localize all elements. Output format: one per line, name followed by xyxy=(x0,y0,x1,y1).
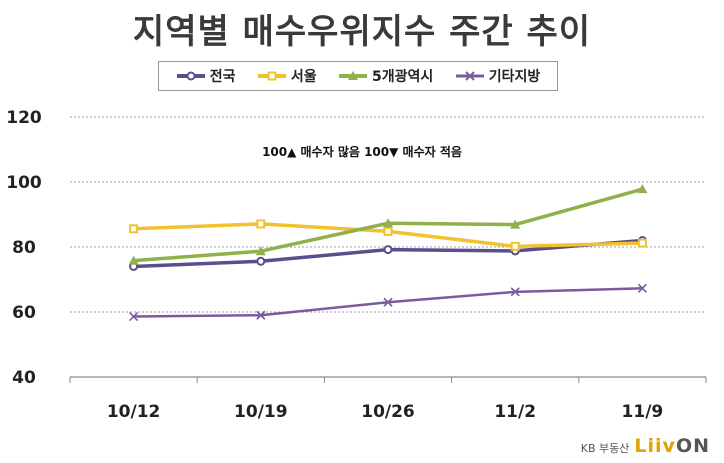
legend-marker-circle-icon xyxy=(176,71,205,81)
legend-label: 기타지방 xyxy=(488,69,541,85)
data-point-5개광역시 xyxy=(255,246,266,256)
data-point-서울 xyxy=(637,238,647,248)
legend-label: 5개광역시 xyxy=(372,69,434,85)
data-point-기타지방 xyxy=(383,297,393,307)
legend-item-5개광역시: 5개광역시 xyxy=(338,66,433,86)
logo-part-2: ON xyxy=(675,435,710,457)
liiv-on-logo: LiivON xyxy=(634,435,710,457)
data-point-기타지방 xyxy=(129,311,139,322)
legend-label: 서울 xyxy=(290,69,317,85)
data-point-5개광역시 xyxy=(510,219,521,229)
data-point-5개광역시 xyxy=(637,184,648,194)
logo-part-1: Liiv xyxy=(634,435,676,457)
y-tick-label: 80 xyxy=(12,238,36,258)
brand-text: KB 부동산 xyxy=(580,442,630,455)
legend-item-기타지방: 기타지방 xyxy=(455,66,541,86)
x-tick-label: 11/2 xyxy=(494,402,536,422)
data-point-기타지방 xyxy=(256,310,266,320)
data-point-서울 xyxy=(256,219,266,229)
x-tick-label: 10/19 xyxy=(234,402,288,422)
data-point-전국 xyxy=(256,256,266,266)
y-tick-label: 40 xyxy=(12,368,36,388)
data-point-서울 xyxy=(510,241,520,251)
data-point-기타지방 xyxy=(637,283,647,293)
brand-logo: KB 부동산 LiivON xyxy=(581,435,710,457)
data-point-5개광역시 xyxy=(128,255,139,265)
x-tick-label: 10/12 xyxy=(107,402,161,422)
chart-annotation: 100▲ 매수자 많음 100▼ 매수자 적음 xyxy=(262,145,462,159)
data-point-5개광역시 xyxy=(383,218,393,228)
x-tick-label: 11/9 xyxy=(622,402,664,422)
legend-label: 전국 xyxy=(209,69,236,85)
legend: 전국 서울 5개광역시 기타지방 xyxy=(158,61,558,91)
legend-item-전국: 전국 xyxy=(176,66,236,86)
legend-marker-triangle-icon xyxy=(339,71,368,80)
data-point-서울 xyxy=(129,224,139,234)
y-tick-label: 60 xyxy=(12,303,36,323)
data-point-기타지방 xyxy=(510,287,520,297)
chart-title: 지역별 매수우위지수 주간 추이 xyxy=(132,12,592,52)
y-tick-label: 120 xyxy=(6,108,42,128)
x-tick-label: 10/26 xyxy=(361,402,415,422)
y-tick-label: 100 xyxy=(6,173,42,193)
legend-marker-square-icon xyxy=(257,71,286,81)
legend-item-서울: 서울 xyxy=(257,66,317,86)
data-point-서울 xyxy=(383,226,393,236)
data-point-전국 xyxy=(383,245,393,255)
legend-marker-x-icon xyxy=(455,71,484,81)
